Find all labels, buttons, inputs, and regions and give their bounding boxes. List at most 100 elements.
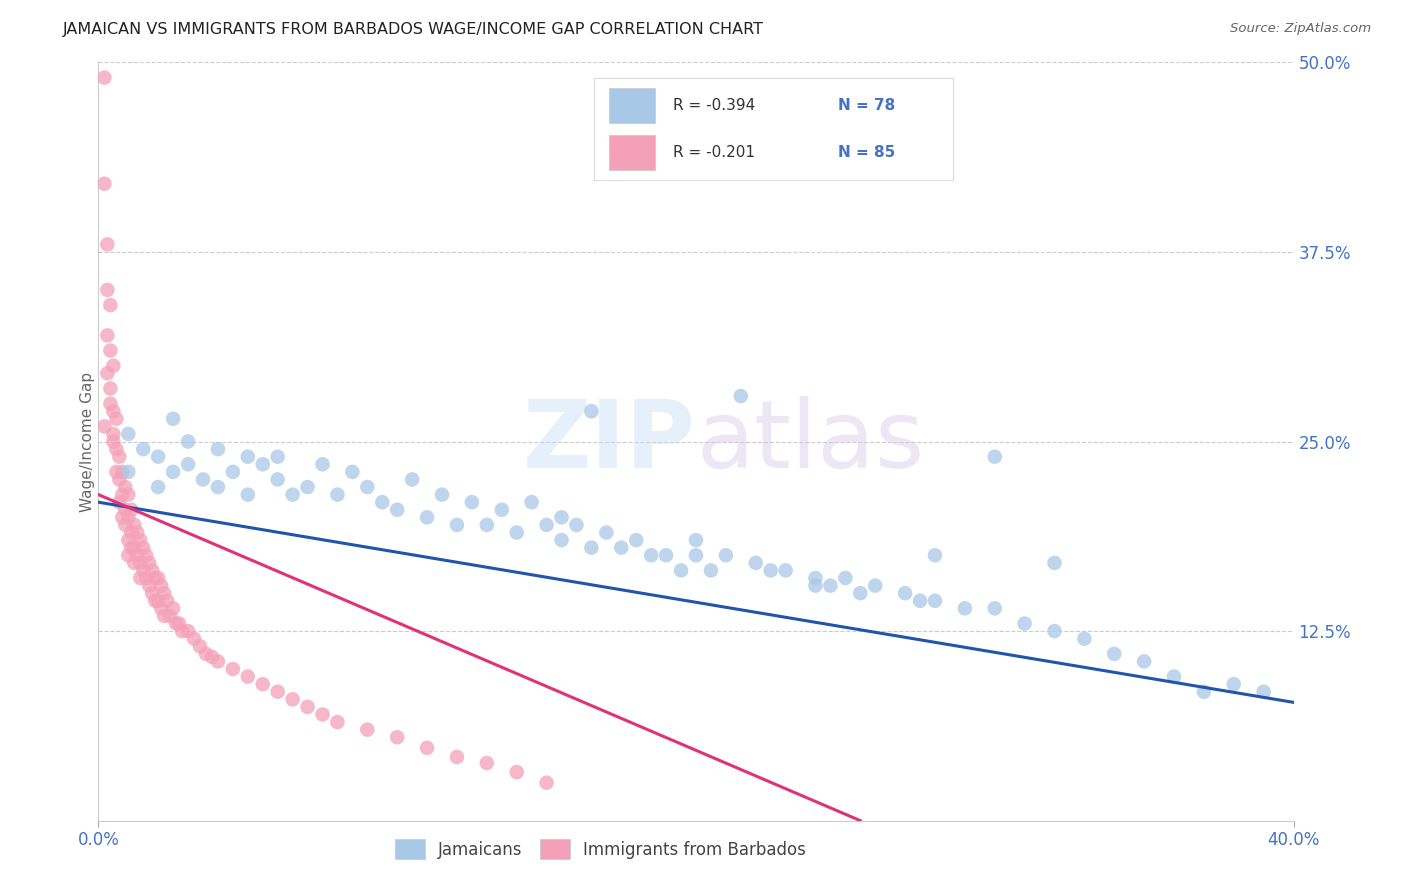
Point bbox=[475, 517, 498, 532]
Point bbox=[98, 382, 122, 396]
Text: JAMAICAN VS IMMIGRANTS FROM BARBADOS WAGE/INCOME GAP CORRELATION CHART: JAMAICAN VS IMMIGRANTS FROM BARBADOS WAG… bbox=[63, 22, 765, 37]
Point bbox=[356, 723, 378, 737]
Point bbox=[120, 525, 142, 540]
Point bbox=[416, 740, 439, 755]
Point bbox=[93, 419, 115, 434]
Point bbox=[849, 586, 872, 600]
Point bbox=[138, 556, 160, 570]
Point bbox=[165, 616, 187, 631]
Point bbox=[148, 450, 170, 464]
Point bbox=[1043, 556, 1066, 570]
Point bbox=[132, 442, 155, 457]
Point bbox=[775, 564, 797, 578]
Point bbox=[162, 601, 184, 615]
Point bbox=[153, 586, 176, 600]
Point bbox=[595, 525, 617, 540]
Point bbox=[195, 647, 218, 661]
Point bbox=[148, 571, 170, 585]
Point bbox=[108, 495, 131, 509]
Point bbox=[520, 495, 543, 509]
Point bbox=[984, 601, 1007, 615]
Point bbox=[506, 765, 529, 780]
Point bbox=[252, 677, 274, 691]
Point bbox=[96, 237, 118, 252]
Point bbox=[96, 283, 118, 297]
Point bbox=[96, 366, 118, 380]
Point bbox=[129, 571, 152, 585]
Point bbox=[120, 503, 142, 517]
Point bbox=[138, 579, 160, 593]
Point bbox=[804, 579, 827, 593]
Point bbox=[669, 564, 692, 578]
Point bbox=[148, 594, 170, 608]
Point bbox=[127, 525, 149, 540]
Point bbox=[117, 487, 139, 501]
Text: Source: ZipAtlas.com: Source: ZipAtlas.com bbox=[1230, 22, 1371, 36]
Point bbox=[446, 517, 468, 532]
Point bbox=[1253, 685, 1275, 699]
Point bbox=[141, 586, 163, 600]
Point bbox=[326, 715, 349, 730]
Point bbox=[1014, 616, 1036, 631]
Point bbox=[924, 548, 946, 563]
Point bbox=[129, 533, 152, 548]
Text: ZIP: ZIP bbox=[523, 395, 696, 488]
Point bbox=[581, 541, 603, 555]
Point bbox=[103, 434, 125, 449]
Point bbox=[820, 579, 842, 593]
Point bbox=[267, 473, 290, 487]
Point bbox=[201, 649, 224, 664]
Point bbox=[132, 541, 155, 555]
Point bbox=[98, 396, 122, 410]
Point bbox=[207, 480, 229, 494]
Point bbox=[105, 442, 128, 457]
Point bbox=[236, 487, 259, 501]
Point bbox=[124, 556, 146, 570]
Point bbox=[156, 594, 179, 608]
Point bbox=[984, 450, 1007, 464]
Point bbox=[124, 541, 146, 555]
Point bbox=[430, 487, 453, 501]
Point bbox=[222, 465, 245, 479]
Point bbox=[236, 450, 259, 464]
Point bbox=[804, 571, 827, 585]
Point bbox=[103, 427, 125, 442]
Point bbox=[93, 177, 115, 191]
Text: atlas: atlas bbox=[696, 395, 924, 488]
Point bbox=[446, 750, 468, 764]
Point bbox=[385, 730, 409, 744]
Point bbox=[108, 473, 131, 487]
Point bbox=[1133, 655, 1156, 669]
Point bbox=[191, 473, 214, 487]
Point bbox=[685, 533, 707, 548]
Point bbox=[150, 601, 173, 615]
Point bbox=[640, 548, 662, 563]
Point bbox=[120, 541, 142, 555]
Point bbox=[311, 707, 333, 722]
Point bbox=[236, 669, 259, 683]
Point bbox=[117, 427, 139, 442]
Point bbox=[124, 517, 146, 532]
Point bbox=[98, 343, 122, 358]
Point bbox=[267, 450, 290, 464]
Point bbox=[550, 510, 572, 524]
Point bbox=[745, 556, 768, 570]
Point bbox=[167, 616, 190, 631]
Point bbox=[581, 404, 603, 418]
Point bbox=[371, 495, 394, 509]
Point bbox=[141, 564, 163, 578]
Point bbox=[114, 503, 136, 517]
Point bbox=[461, 495, 484, 509]
Point bbox=[610, 541, 633, 555]
Point bbox=[356, 480, 378, 494]
Point bbox=[506, 525, 529, 540]
Point bbox=[103, 359, 125, 373]
Point bbox=[297, 699, 319, 714]
Point bbox=[207, 442, 229, 457]
Point bbox=[908, 594, 931, 608]
Point bbox=[132, 564, 155, 578]
Point bbox=[153, 608, 176, 623]
Point bbox=[894, 586, 917, 600]
Point bbox=[281, 692, 304, 706]
Point bbox=[162, 465, 184, 479]
